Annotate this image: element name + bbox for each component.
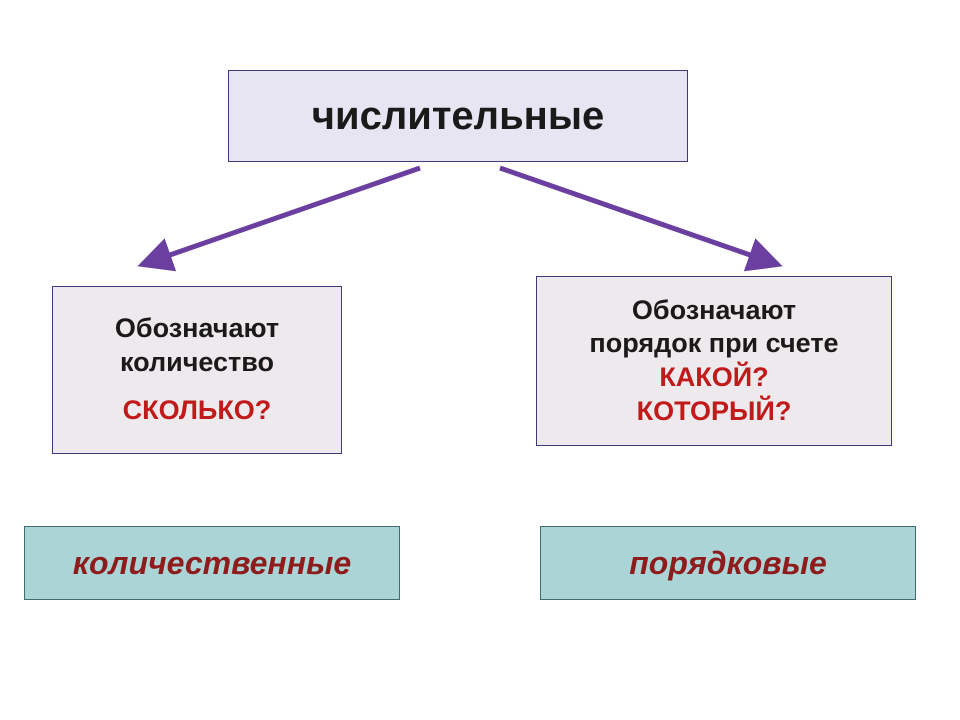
right-category-node: порядковые: [540, 526, 916, 600]
right-desc-question2: КОТОРЫЙ?: [637, 395, 792, 429]
right-desc-line1: Обозначают: [632, 294, 796, 328]
right-desc-node: Обозначают порядок при счете КАКОЙ? КОТО…: [536, 276, 892, 446]
edge-root-right: [500, 168, 776, 264]
left-desc-question: СКОЛЬКО?: [123, 394, 272, 428]
left-desc-line2: количество: [120, 346, 274, 380]
edge-root-left: [144, 168, 420, 264]
right-desc-question1: КАКОЙ?: [659, 361, 768, 395]
left-desc-line1: Обозначают: [115, 312, 279, 346]
right-category-label: порядковые: [629, 543, 826, 583]
right-desc-line2: порядок при счете: [589, 327, 838, 361]
left-category-node: количественные: [24, 526, 400, 600]
left-category-label: количественные: [73, 543, 351, 583]
root-label: числительные: [312, 91, 604, 141]
root-node: числительные: [228, 70, 688, 162]
left-desc-node: Обозначают количество СКОЛЬКО?: [52, 286, 342, 454]
